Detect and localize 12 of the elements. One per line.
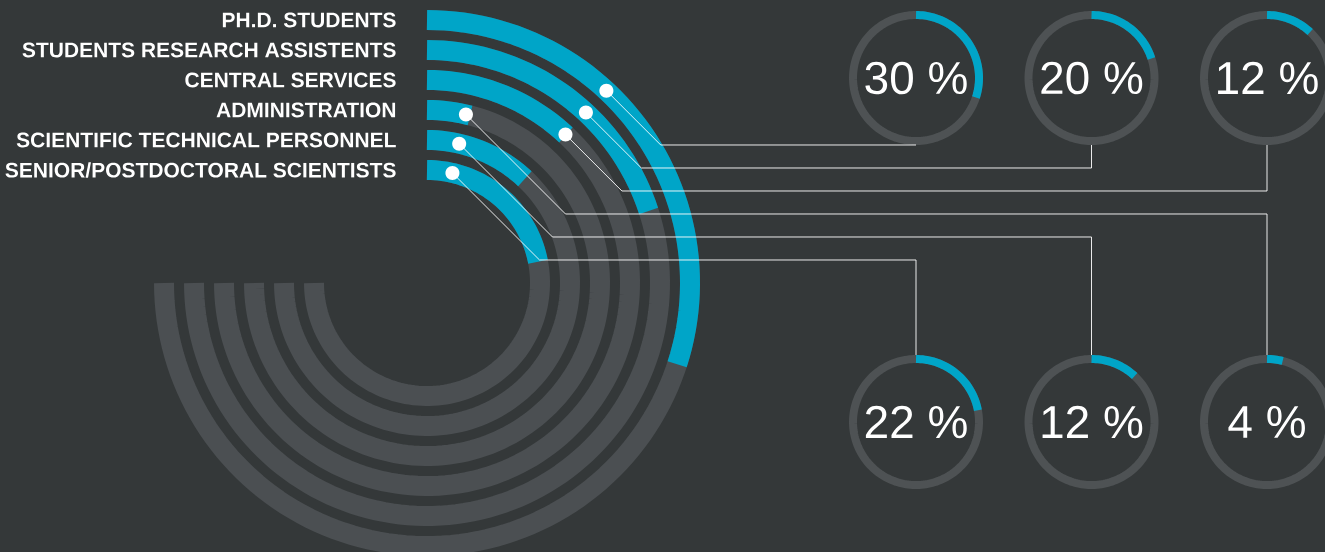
- data-label: 30 %: [865, 61, 967, 95]
- data-label: 4 %: [1228, 405, 1305, 439]
- data-label: 22 %: [865, 405, 967, 439]
- category-label: SENIOR/POSTDOCTORAL SCIENTISTS: [5, 162, 396, 178]
- category-label: SCIENTIFIC TECHNICAL PERSONNEL: [16, 132, 396, 148]
- category-label: PH.D. STUDENTS: [222, 12, 396, 28]
- category-label: CENTRAL SERVICES: [185, 72, 396, 88]
- data-label: 20 %: [1041, 61, 1143, 95]
- data-label: 12 %: [1042, 405, 1143, 439]
- data-label: 12 %: [1218, 61, 1318, 95]
- category-label: ADMINISTRATION: [216, 102, 396, 118]
- category-label: STUDENTS RESEARCH ASSISTENTS: [22, 42, 396, 58]
